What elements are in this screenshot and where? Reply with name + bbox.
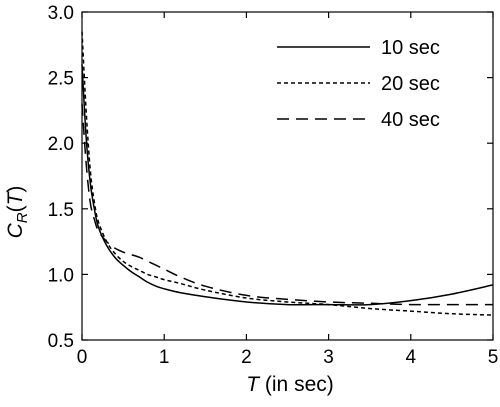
y-tick-label: 2.0 [48, 134, 74, 155]
y-tick-label: 1.5 [48, 200, 74, 221]
y-axis-title-sub: R [14, 212, 31, 223]
series-line-3 [81, 103, 493, 306]
x-tick-label: 4 [406, 347, 417, 368]
y-axis-title: CR(T) [4, 186, 31, 239]
x-axis-title-var: T [246, 373, 261, 396]
y-tick-label: 1.0 [48, 265, 74, 286]
x-axis-title: T (in sec) [246, 373, 334, 396]
x-tick-label: 5 [488, 347, 499, 368]
plot-frame [81, 11, 494, 341]
x-tick-label: 3 [323, 347, 334, 368]
y-tick-label: 0.5 [48, 331, 74, 352]
legend: 10 sec 20 sec 40 sec [277, 37, 440, 131]
x-tick-label: 0 [77, 347, 88, 368]
series-line-2 [81, 31, 494, 316]
y-axis-title-open: ( [4, 205, 27, 212]
y-tick-label: 3.0 [48, 3, 74, 24]
legend-label-1: 10 sec [381, 37, 440, 59]
plot-area-border [81, 11, 494, 341]
x-tick-label: 1 [159, 347, 170, 368]
x-axis-title-rest: (in sec) [259, 373, 334, 396]
y-axis-title-close: ) [4, 186, 27, 193]
series-line-1 [81, 64, 494, 306]
series-lines [81, 31, 494, 316]
y-axis-title-base: C [4, 222, 27, 238]
legend-label-3: 40 sec [381, 109, 440, 131]
y-axis-title-var: T [4, 190, 27, 205]
legend-label-2: 20 sec [381, 73, 440, 95]
axis-ticks: 0 1 2 3 4 5 0.5 1.0 1.5 2.0 2.5 3.0 [48, 3, 499, 368]
y-tick-label: 2.5 [48, 69, 74, 90]
x-tick-label: 2 [241, 347, 252, 368]
